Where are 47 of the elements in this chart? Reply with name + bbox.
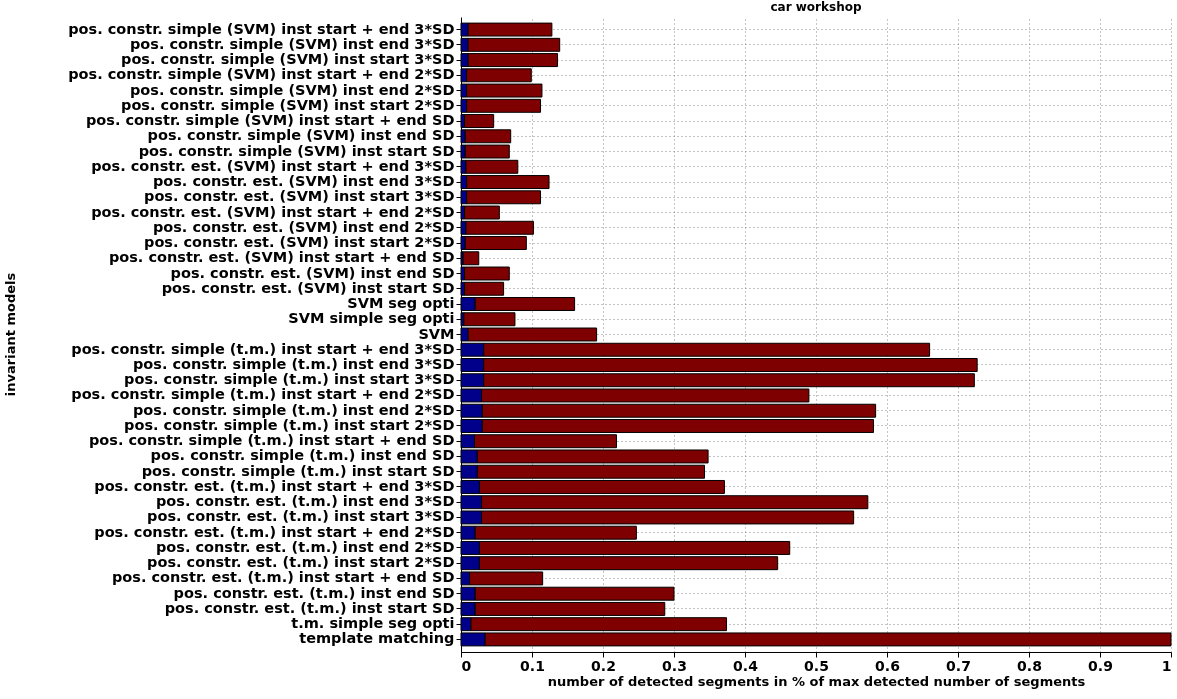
- y-tick-label: pos. constr. simple (t.m.) inst start + end SD: [88, 432, 455, 449]
- y-tick-label: pos. constr. est. (SVM) inst end SD: [170, 264, 455, 281]
- x-tick-label: 0.2: [591, 657, 616, 674]
- y-tick-label: template matching: [299, 630, 455, 647]
- x-tick-label: 0.4: [733, 657, 759, 674]
- y-tick-label: pos. constr. est. (SVM) inst start 3*SD: [144, 188, 455, 205]
- y-tick-label: pos. constr. simple (SVM) inst end SD: [147, 127, 455, 144]
- y-tick-label: t.m. simple seg opti: [291, 615, 455, 632]
- y-tick-label: pos. constr. simple (SVM) inst start + end SD: [85, 112, 455, 129]
- y-tick-label: pos. constr. est. (t.m.) inst end SD: [173, 584, 455, 601]
- y-tick-label: pos. constr. est. (SVM) inst start 2*SD: [144, 234, 455, 251]
- y-tick-label: pos. constr. est. (t.m.) inst end 3*SD: [155, 493, 455, 510]
- y-tick-label: pos. constr. simple (SVM) inst start 3*SD: [121, 51, 455, 68]
- x-tick-label: 0.8: [1017, 657, 1042, 674]
- y-tick-label: pos. constr. simple (t.m.) inst start + end 2*SD: [71, 386, 455, 403]
- y-tick-label: pos. constr. simple (SVM) inst start + end 3*SD: [68, 20, 455, 37]
- y-tick-label: pos. constr. est. (t.m.) inst end 2*SD: [155, 538, 455, 555]
- x-axis-title: number of detected segments in % of max detected number of segments: [547, 673, 1086, 689]
- x-tick-label: 1: [1161, 657, 1172, 674]
- x-tick-label: 0.3: [662, 657, 687, 674]
- y-tick-label: pos. constr. est. (SVM) inst start + end SD: [108, 249, 455, 266]
- y-tick-label: pos. constr. est. (SVM) inst end 2*SD: [152, 218, 455, 235]
- y-tick-label: SVM simple seg opti: [288, 310, 455, 327]
- y-tick-label: pos. constr. simple (t.m.) inst start 3*SD: [124, 371, 455, 388]
- y-tick-label: pos. constr. simple (t.m.) inst start + end 3*SD: [71, 340, 455, 357]
- y-tick-label: pos. constr. simple (SVM) inst start + end 2*SD: [68, 66, 455, 83]
- y-tick-label: pos. constr. simple (t.m.) inst end SD: [150, 447, 455, 464]
- x-tick-label: 0.7: [946, 657, 971, 674]
- x-tick-label: 0.5: [804, 657, 829, 674]
- y-tick-label: pos. constr. est. (t.m.) inst start 2*SD: [147, 554, 455, 571]
- y-tick-label: pos. constr. est. (SVM) inst end 3*SD: [152, 173, 455, 190]
- y-axis-title: invariant models: [2, 272, 18, 397]
- y-tick-label: pos. constr. est. (t.m.) inst start + end SD: [111, 569, 455, 586]
- y-tick-label: pos. constr. simple (t.m.) inst start SD: [141, 462, 455, 479]
- y-tick-label: pos. constr. est. (t.m.) inst start + end 2*SD: [94, 523, 455, 540]
- x-tick-label: 0: [461, 657, 472, 674]
- y-tick-label: pos. constr. simple (SVM) inst end 2*SD: [129, 81, 455, 98]
- chart-title: car workshop: [770, 0, 862, 14]
- y-tick-label: SVM: [418, 325, 455, 342]
- x-tick-label: 0.1: [520, 657, 545, 674]
- y-tick-label: pos. constr. simple (t.m.) inst end 2*SD: [132, 401, 455, 418]
- x-tick-label: 0.6: [875, 657, 900, 674]
- x-tick-label: 0.9: [1088, 657, 1113, 674]
- y-tick-label: pos. constr. simple (SVM) inst start SD: [138, 142, 455, 159]
- y-tick-label: pos. constr. est. (SVM) inst start + end 2*SD: [91, 203, 455, 220]
- y-tick-label: pos. constr. est. (t.m.) inst start 3*SD: [147, 508, 455, 525]
- y-tick-label: SVM seg opti: [347, 295, 455, 312]
